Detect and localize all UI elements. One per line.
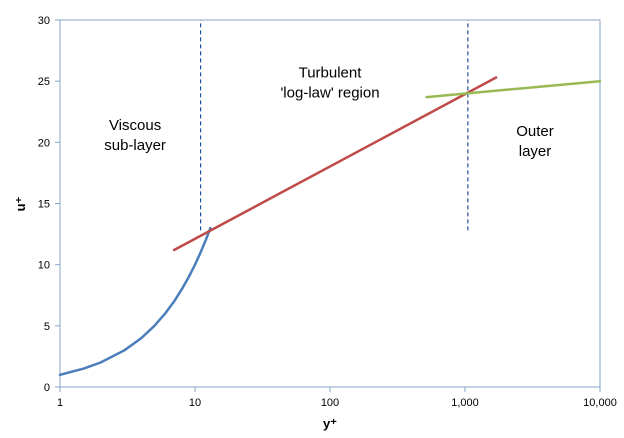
x-tick-label: 10,000 bbox=[583, 397, 617, 409]
region-label-line: layer bbox=[519, 143, 552, 160]
plot-area bbox=[59, 19, 601, 388]
x-axis-title: y⁺ bbox=[323, 416, 337, 431]
region-label-line: Outer bbox=[516, 123, 554, 140]
y-tick-label: 10 bbox=[38, 260, 50, 272]
region-label-1: Viscous sub-layer bbox=[104, 117, 166, 154]
y-tick-label: 0 bbox=[44, 382, 50, 394]
y-tick-label: 5 bbox=[44, 321, 50, 333]
y-tick-label: 15 bbox=[38, 199, 50, 211]
region-label-line: sub-layer bbox=[104, 137, 166, 154]
y-axis-title: u⁺ bbox=[13, 196, 28, 211]
series-lines bbox=[58, 76, 602, 377]
y-axis-ticks: 0 5 10 15 20 25 30 bbox=[38, 15, 60, 394]
region-label-line: Turbulent bbox=[299, 64, 363, 81]
region-annotations: Viscous sub-layer Turbulent 'log-law' regio… bbox=[104, 64, 554, 160]
x-tick-label: 100 bbox=[321, 397, 339, 409]
y-tick-label: 25 bbox=[38, 76, 50, 88]
y-tick-label: 30 bbox=[38, 15, 50, 27]
region-label-3: Outer layer bbox=[516, 123, 554, 160]
region-label-line: 'log-law' region bbox=[280, 84, 379, 101]
y-tick-label: 20 bbox=[38, 137, 50, 149]
x-axis-ticks: 1 10 100 1,000 10,000 bbox=[57, 387, 617, 409]
region-dividers bbox=[199, 20, 469, 231]
series-line-3 bbox=[425, 79, 602, 99]
x-tick-label: 1 bbox=[57, 397, 63, 409]
x-tick-label: 1,000 bbox=[451, 397, 479, 409]
region-label-line: Viscous bbox=[109, 117, 161, 134]
x-tick-label: 10 bbox=[189, 397, 201, 409]
region-label-2: Turbulent 'log-law' region bbox=[280, 64, 379, 101]
series-line-2 bbox=[172, 76, 498, 252]
series-line-1 bbox=[58, 226, 212, 377]
